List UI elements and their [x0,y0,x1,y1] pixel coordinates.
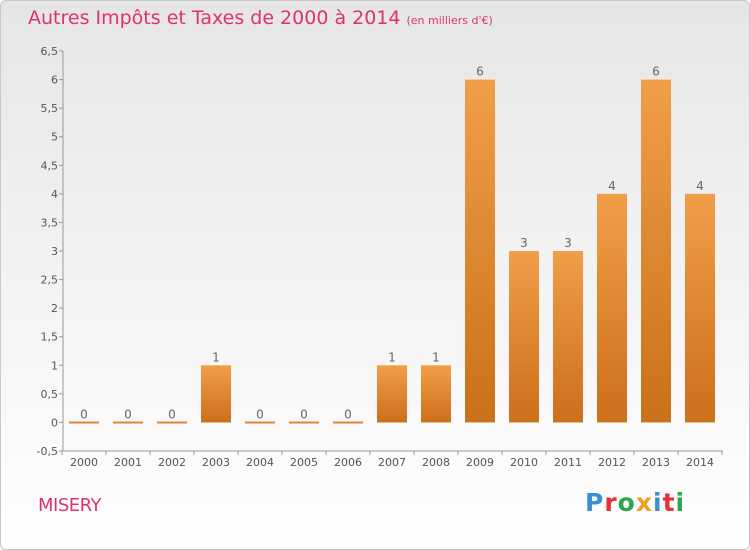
data-label: 0 [80,407,88,421]
x-tick-label: 2004 [246,456,274,469]
x-tick-label: 2001 [114,456,142,469]
data-label: 1 [432,350,440,364]
logo-letter: x [635,488,653,517]
x-tick-label: 2006 [334,456,362,469]
x-tick-label: 2011 [554,456,582,469]
y-axis: -0,5 0 0,5 1 1,5 2 2,5 3 3,5 4 4,5 5 5,5 6 6,5 [37,45,64,458]
y-tick-label: 5 [51,131,58,144]
bar [553,251,583,423]
bar [377,365,407,423]
x-tick-label: 2003 [202,456,230,469]
x-tick-label: 2008 [422,456,450,469]
bar [685,193,715,423]
y-tick-label: 3 [51,245,58,258]
chart-unit-label: (en milliers d'€) [406,14,493,27]
x-tick-label: 2002 [158,456,186,469]
bar [201,365,231,423]
y-tick-label: -0,5 [37,445,58,458]
data-label: 0 [124,407,132,421]
y-tick-label: 5,5 [41,102,59,115]
bar [641,79,671,423]
logo-letter: P [585,488,605,517]
bar [69,421,99,424]
bars [69,79,715,424]
y-tick-label: 1 [51,359,58,372]
x-tick-label: 2014 [686,456,714,469]
x-tick-label: 2000 [70,456,98,469]
proxiti-logo: Proxiti [585,488,685,517]
bar [421,365,451,423]
data-label: 0 [256,407,264,421]
y-tick-label: 3,5 [41,216,59,229]
data-label: 0 [344,407,352,421]
bar [333,421,363,424]
y-tick-label: 2 [51,302,58,315]
data-label: 3 [564,236,572,250]
bar [597,193,627,423]
y-tick-label: 6,5 [41,45,59,58]
x-tick-label: 2009 [466,456,494,469]
bar [289,421,319,424]
bar [245,421,275,424]
data-label: 0 [300,407,308,421]
logo-letter: r [604,488,618,517]
bar [157,421,187,424]
data-label: 6 [476,65,484,79]
bar [113,421,143,424]
x-tick-label: 2013 [642,456,670,469]
x-tick-label: 2007 [378,456,406,469]
bar [465,79,495,423]
logo-letter: o [617,488,636,517]
y-tick-label: 1,5 [41,331,59,344]
logo-letter: i [653,488,663,517]
chart-title: Autres Impôts et Taxes de 2000 à 2014 (en… [28,7,493,29]
y-tick-label: 4 [51,188,58,201]
data-label: 4 [608,179,616,193]
data-label: 4 [696,179,704,193]
data-label: 0 [168,407,176,421]
x-tick-label: 2005 [290,456,318,469]
y-tick-label: 6 [51,74,58,87]
data-label: 1 [212,350,220,364]
commune-name: MISERY [38,495,102,516]
x-tick-label: 2012 [598,456,626,469]
data-labels: 0 0 0 1 0 0 0 1 1 6 3 3 4 6 4 [80,65,704,422]
data-label: 1 [388,350,396,364]
logo-letter: t [662,488,676,517]
x-axis: 2000 2001 2002 2003 2004 2005 2006 2007 2008 2009… [61,450,723,469]
bar [509,251,539,423]
y-tick-label: 0 [51,416,58,429]
y-tick-label: 2,5 [41,274,59,287]
data-label: 6 [652,65,660,79]
y-tick-label: 4,5 [41,159,59,172]
x-tick-label: 2010 [510,456,538,469]
y-tick-label: 0,5 [41,388,59,401]
chart-title-text: Autres Impôts et Taxes de 2000 à 2014 [28,7,401,29]
data-label: 3 [520,236,528,250]
logo-letter: i [675,488,686,517]
